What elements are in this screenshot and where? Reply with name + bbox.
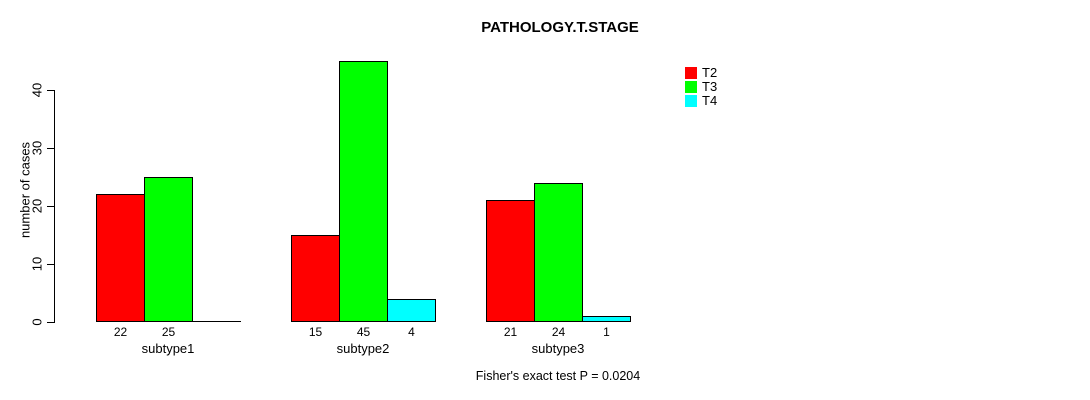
legend-item-t4: T4: [685, 94, 717, 108]
bar-t4-subtype2: [387, 299, 436, 322]
bar-t3-subtype3: [534, 183, 583, 322]
bar-t3-subtype1: [144, 177, 193, 322]
legend-item-t2: T2: [685, 66, 717, 80]
category-label-subtype1: subtype1: [141, 341, 195, 356]
legend-item-t3: T3: [685, 80, 717, 94]
y-tick: [47, 90, 54, 91]
legend: T2 T3 T4: [685, 66, 717, 108]
category-label-subtype2: subtype2: [336, 341, 390, 356]
category-label-subtype3: subtype3: [531, 341, 585, 356]
bar-t2-subtype3: [486, 200, 535, 322]
annotation-text: Fisher's exact test P = 0.0204: [475, 369, 641, 383]
y-tick: [47, 206, 54, 207]
legend-swatch-t3: [685, 81, 697, 93]
y-tick-label: 20: [29, 198, 45, 214]
y-tick-label: 30: [29, 140, 45, 156]
chart-title: PATHOLOGY.T.STAGE: [481, 19, 639, 36]
bar-value-label: 22: [113, 325, 128, 339]
bar-t2-subtype2: [291, 235, 340, 322]
legend-label: T3: [702, 79, 718, 94]
y-tick-label: 10: [29, 256, 45, 272]
bar-value-label: 25: [161, 325, 176, 339]
bar-value-label: 24: [551, 325, 566, 339]
bar-t2-subtype1: [96, 194, 145, 322]
legend-swatch-t2: [685, 67, 697, 79]
legend-label: T2: [702, 65, 718, 80]
y-tick-label: 40: [29, 82, 45, 98]
y-axis-line: [54, 90, 55, 323]
bar-value-label: 21: [503, 325, 518, 339]
y-tick: [47, 264, 54, 265]
y-tick-label: 0: [29, 318, 45, 326]
y-axis-label: number of cases: [17, 141, 33, 239]
bar-t3-subtype2: [339, 61, 388, 322]
bar-value-label: 15: [308, 325, 323, 339]
bar-t4-subtype3: [582, 316, 631, 322]
bar-value-label: 1: [603, 325, 610, 339]
y-tick: [47, 148, 54, 149]
bar-value-label: 45: [356, 325, 371, 339]
legend-label: T4: [702, 93, 718, 108]
legend-swatch-t4: [685, 95, 697, 107]
y-tick: [47, 322, 54, 323]
bar-value-label: 4: [408, 325, 415, 339]
